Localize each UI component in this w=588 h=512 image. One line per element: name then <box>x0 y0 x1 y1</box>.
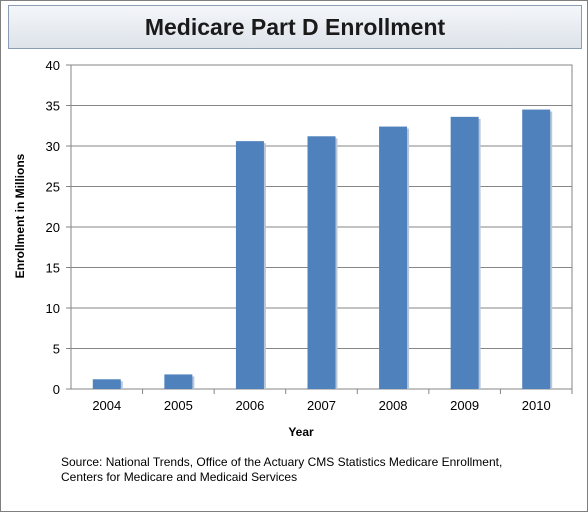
bars <box>92 109 553 390</box>
x-tick-label: 2004 <box>92 398 121 413</box>
y-tick-label: 40 <box>46 58 60 73</box>
bar-2004 <box>92 379 121 389</box>
y-tick-label: 30 <box>46 139 60 154</box>
bar-2007 <box>307 136 336 389</box>
y-tick-label: 15 <box>46 261 60 276</box>
y-axis-title: Enrollment in Millions <box>13 153 27 278</box>
y-tick-label: 35 <box>46 99 60 114</box>
bar-2008 <box>379 126 408 389</box>
bar-2010 <box>522 109 551 390</box>
bar-2009 <box>450 116 479 389</box>
y-tick-labels: 0 5 10 15 20 25 30 35 40 <box>46 58 60 397</box>
x-tick-label: 2007 <box>307 398 336 413</box>
y-tick-label: 25 <box>46 180 60 195</box>
bar-2006 <box>235 141 264 389</box>
x-tick-label: 2009 <box>450 398 479 413</box>
source-note: Source: National Trends, Office of the A… <box>61 455 503 484</box>
x-axis-title: Year <box>288 425 314 439</box>
chart-title: Medicare Part D Enrollment <box>8 5 582 49</box>
x-tick-labels: 2004 2005 2006 2007 2008 2009 2010 <box>92 389 573 413</box>
x-tick-label: 2008 <box>379 398 408 413</box>
y-tick-label: 10 <box>46 301 60 316</box>
bar-2005 <box>164 374 193 389</box>
y-tick-label: 5 <box>53 342 60 357</box>
x-tick-label: 2006 <box>235 398 264 413</box>
y-tick-label: 20 <box>46 220 60 235</box>
x-tick-label: 2005 <box>164 398 193 413</box>
x-tick-label: 2010 <box>522 398 551 413</box>
y-tick-label: 0 <box>53 382 60 397</box>
